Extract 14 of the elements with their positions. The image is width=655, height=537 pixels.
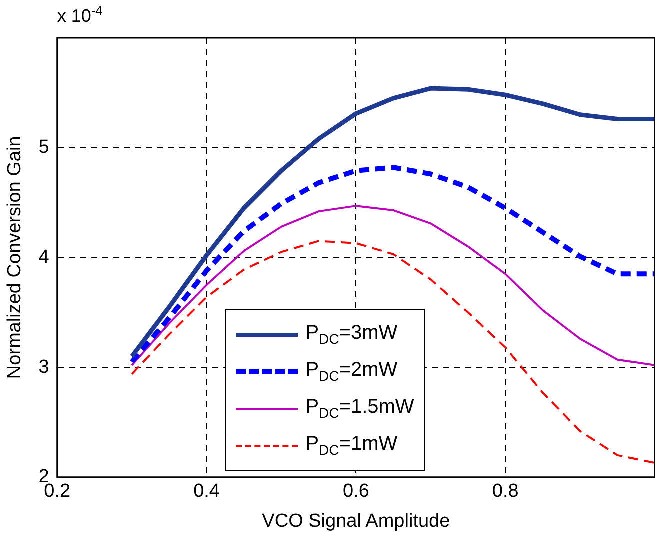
y-axis-title: Normalized Conversion Gain	[4, 136, 26, 380]
legend-label: P$_{DC}$=3mW	[306, 322, 398, 348]
text: x 10$^{-4}$	[57, 4, 103, 27]
y-tick-label: 5	[38, 137, 50, 158]
y-tick-label: 3	[38, 356, 50, 378]
x-tick-label: 0.6	[342, 481, 370, 502]
legend-label: P$_{DC}$=1.5mW	[306, 396, 414, 422]
x-tick-label: 0.8	[492, 481, 519, 502]
legend-label: P$_{DC}$=1mW	[306, 433, 398, 458]
line-series	[131, 240, 655, 464]
x-tick-label: 0.4	[194, 481, 220, 502]
x-axis-title: VCO Signal Amplitude	[262, 510, 450, 532]
legend-label: P$_{DC}$=2mW	[306, 359, 398, 384]
y-tick-label: 4	[38, 246, 50, 268]
